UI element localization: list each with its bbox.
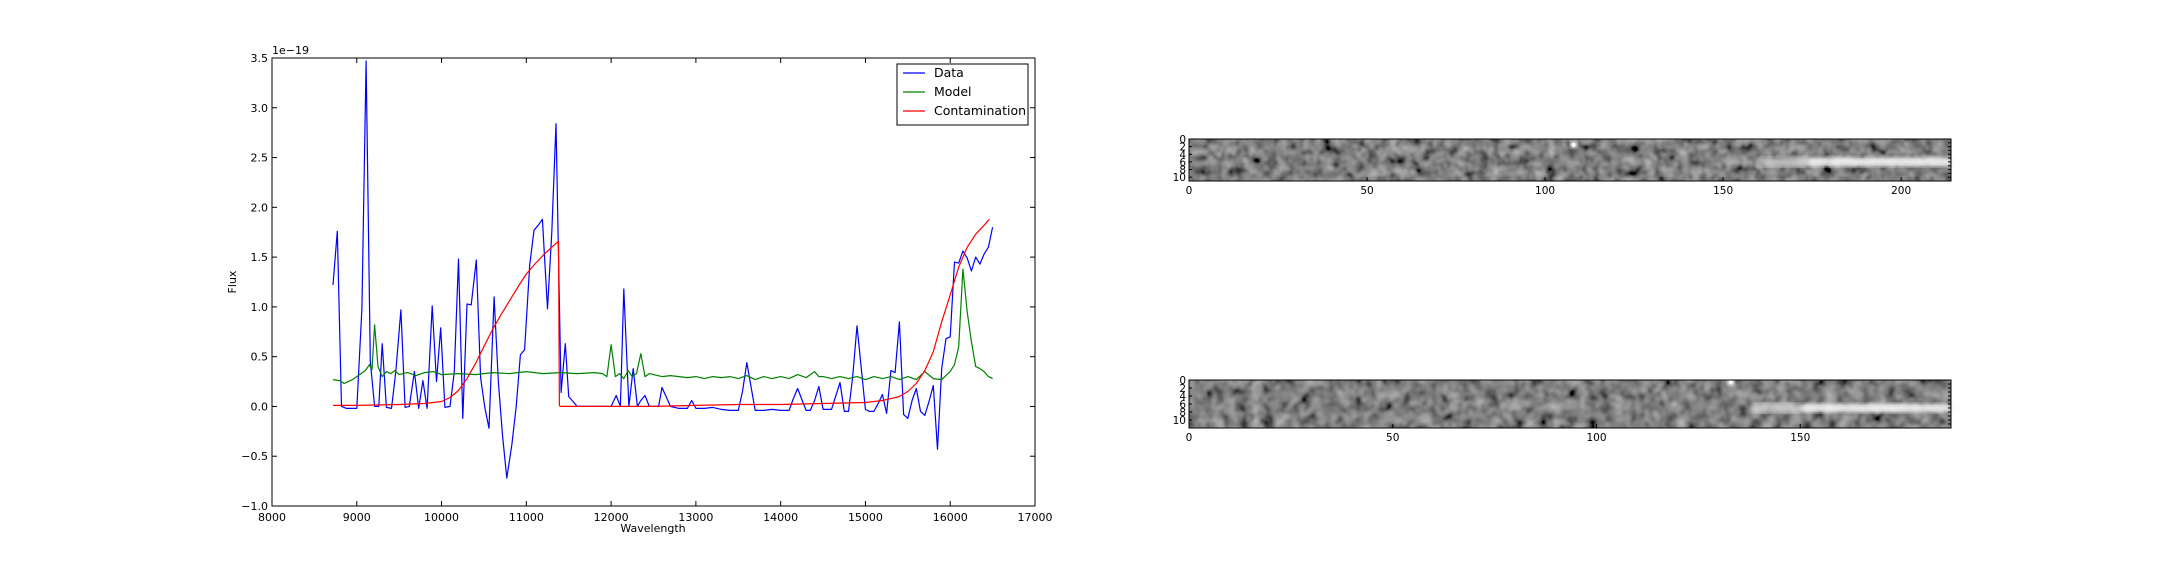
y-tick-label: 8 — [1179, 407, 1186, 419]
y-tick-label: 10 — [1173, 172, 1186, 184]
spectral-trace-core — [1801, 405, 1951, 411]
x-tick-label: 14000 — [763, 511, 798, 524]
y-tick-label: 2.0 — [251, 201, 269, 214]
series-line-contamination — [333, 218, 990, 407]
x-tick-label: 50 — [1386, 432, 1399, 444]
x-tick-label: 150 — [1713, 185, 1733, 197]
y-axis-label: Flux — [226, 270, 239, 293]
y-tick-label: −0.5 — [241, 450, 268, 463]
bright-spot-core — [1571, 142, 1576, 147]
y-tick-label: 3.5 — [251, 52, 269, 65]
y-tick-label: 2 — [1179, 383, 1186, 395]
spectrum-chart: −1.0 −0.5 0.0 0.5 1.0 1.5 2.0 2.5 3.0 3.5 8000 900… — [226, 44, 1053, 535]
x-axis-label: Wavelength — [620, 522, 685, 535]
x-axis-ticks: 8000 9000 10000 11000 12000 13000 14000 15000 16… — [258, 58, 1053, 524]
y-tick-label: 1.5 — [251, 251, 269, 264]
plot-frame — [271, 57, 1036, 507]
x-tick-label: 11000 — [509, 511, 544, 524]
y-tick-label: 2 — [1179, 142, 1186, 154]
y-tick-label: 0 — [1179, 375, 1186, 387]
y-tick-label: 6 — [1179, 157, 1186, 169]
x-tick-label: 8000 — [258, 511, 286, 524]
x-tick-label: 9000 — [343, 511, 371, 524]
series-line-data — [332, 60, 994, 479]
image-1-x-ticks: 0 50 100 150 200 — [1186, 138, 1951, 197]
y-tick-label: 1.0 — [251, 301, 269, 314]
y-tick-label: 2.5 — [251, 152, 269, 165]
spectral-trace-core — [1806, 158, 1951, 165]
legend-label-data: Data — [934, 65, 964, 80]
image-1-frame — [1188, 138, 1952, 182]
x-tick-label: 12000 — [594, 511, 629, 524]
legend-label-model: Model — [934, 84, 972, 99]
y-tick-label: 8 — [1179, 165, 1186, 177]
x-tick-label: 100 — [1535, 185, 1555, 197]
image-1-features — [1570, 141, 1951, 167]
legend-box — [896, 63, 1029, 126]
x-tick-label: 200 — [1891, 185, 1911, 197]
series-group — [332, 60, 994, 479]
y-tick-label: 0.0 — [251, 400, 269, 413]
y-tick-label: −1.0 — [241, 500, 268, 513]
legend-label-contamination: Contamination — [934, 103, 1026, 118]
y-tick-label: 0.5 — [251, 351, 269, 364]
y-tick-label: 4 — [1179, 149, 1186, 161]
image-2-x-ticks: 0 50 100 150 — [1186, 379, 1951, 444]
series-line-model — [332, 268, 993, 385]
y-offset-label: 1e−19 — [272, 44, 309, 57]
y-tick-label: 4 — [1179, 391, 1186, 403]
x-tick-label: 16000 — [933, 511, 968, 524]
y-tick-label: 0 — [1179, 134, 1186, 146]
x-tick-label: 17000 — [1018, 511, 1053, 524]
y-tick-label: 6 — [1179, 399, 1186, 411]
y-tick-label: 3.0 — [251, 102, 269, 115]
x-tick-label: 150 — [1790, 432, 1810, 444]
bright-spot-core — [1728, 380, 1733, 384]
x-tick-label: 13000 — [678, 511, 713, 524]
x-tick-label: 100 — [1586, 432, 1606, 444]
y-axis-ticks: −1.0 −0.5 0.0 0.5 1.0 1.5 2.0 2.5 3.0 3.5 — [241, 52, 1035, 513]
y-tick-label: 10 — [1173, 415, 1186, 427]
x-tick-label: 50 — [1360, 185, 1373, 197]
x-tick-label: 10000 — [424, 511, 459, 524]
x-tick-label: 0 — [1186, 185, 1193, 197]
x-tick-label: 0 — [1186, 432, 1193, 444]
legend: Data Model Contamination — [896, 63, 1029, 126]
x-tick-label: 15000 — [848, 511, 883, 524]
